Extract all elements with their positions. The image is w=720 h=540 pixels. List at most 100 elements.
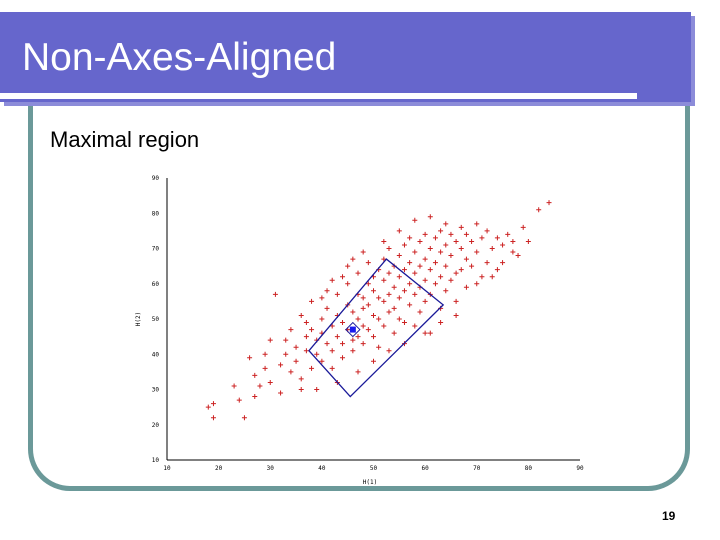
data-point bbox=[427, 330, 433, 336]
data-point bbox=[458, 267, 464, 273]
data-point bbox=[407, 260, 413, 266]
data-point bbox=[262, 351, 268, 357]
data-point bbox=[329, 365, 335, 371]
data-point bbox=[267, 379, 273, 385]
data-point bbox=[345, 281, 351, 287]
data-point bbox=[309, 365, 315, 371]
data-point bbox=[422, 231, 428, 237]
data-point bbox=[252, 372, 258, 378]
data-point bbox=[484, 228, 490, 234]
x-tick-label: 10 bbox=[163, 465, 171, 472]
maximal-region bbox=[308, 258, 445, 398]
data-point bbox=[345, 263, 351, 269]
data-point bbox=[314, 387, 320, 392]
focus-region bbox=[345, 321, 361, 338]
data-point bbox=[510, 238, 516, 244]
data-point bbox=[365, 327, 371, 333]
data-point bbox=[293, 344, 299, 350]
data-point bbox=[303, 334, 309, 340]
data-point bbox=[396, 274, 402, 280]
data-point bbox=[432, 235, 438, 241]
slide-subtitle: Maximal region bbox=[50, 127, 200, 152]
data-point bbox=[334, 291, 340, 297]
data-point bbox=[309, 298, 315, 304]
y-tick-label: 20 bbox=[152, 422, 160, 429]
data-point bbox=[360, 323, 366, 329]
data-point bbox=[386, 291, 392, 297]
data-point bbox=[340, 355, 346, 361]
data-point bbox=[391, 284, 397, 290]
data-point bbox=[350, 337, 356, 343]
data-point bbox=[396, 228, 402, 234]
data-point bbox=[360, 249, 366, 255]
y-tick-label: 40 bbox=[152, 351, 160, 358]
x-tick-label: 90 bbox=[576, 465, 584, 472]
data-point bbox=[438, 228, 444, 234]
content-frame bbox=[28, 106, 690, 491]
data-point bbox=[309, 327, 315, 333]
data-points bbox=[205, 200, 552, 421]
data-point bbox=[443, 288, 449, 294]
data-point bbox=[546, 200, 552, 206]
y-tick-label: 50 bbox=[152, 316, 160, 323]
data-point bbox=[474, 221, 480, 227]
data-point bbox=[267, 337, 273, 343]
data-point bbox=[355, 316, 361, 322]
y-tick-label: 80 bbox=[152, 210, 160, 217]
data-point bbox=[381, 298, 387, 304]
data-point bbox=[386, 246, 392, 251]
data-point bbox=[278, 362, 284, 368]
y-tick-label: 70 bbox=[152, 246, 160, 253]
data-point bbox=[278, 390, 284, 396]
data-point bbox=[401, 288, 407, 294]
data-point bbox=[283, 351, 289, 357]
y-tick-label: 90 bbox=[152, 175, 160, 182]
data-point bbox=[365, 260, 371, 266]
data-point bbox=[536, 207, 542, 213]
slide-title: Non-Axes-Aligned bbox=[22, 36, 337, 79]
data-point bbox=[319, 295, 325, 301]
data-point bbox=[412, 270, 418, 276]
data-point bbox=[365, 281, 371, 287]
data-point bbox=[252, 394, 258, 400]
data-point bbox=[458, 224, 464, 230]
data-point bbox=[417, 238, 423, 244]
x-tick-label: 60 bbox=[422, 465, 430, 472]
data-point bbox=[324, 288, 330, 294]
data-point bbox=[376, 295, 382, 301]
data-point bbox=[500, 242, 506, 248]
data-point bbox=[288, 327, 294, 333]
data-point bbox=[412, 249, 418, 255]
data-point bbox=[515, 253, 521, 259]
data-point bbox=[417, 309, 423, 315]
data-point bbox=[381, 323, 387, 329]
data-point bbox=[355, 369, 361, 375]
data-point bbox=[448, 277, 454, 283]
data-point bbox=[484, 260, 490, 266]
data-point bbox=[210, 415, 216, 421]
data-point bbox=[407, 235, 413, 241]
x-tick-label: 70 bbox=[473, 465, 481, 472]
data-point bbox=[350, 256, 356, 262]
data-point bbox=[324, 341, 330, 347]
data-point bbox=[236, 397, 242, 403]
data-point bbox=[283, 337, 289, 343]
data-point bbox=[371, 358, 376, 364]
data-point bbox=[340, 341, 346, 347]
data-point bbox=[412, 291, 418, 297]
data-point bbox=[288, 369, 294, 375]
data-point bbox=[298, 387, 304, 392]
data-point bbox=[319, 316, 325, 322]
data-point bbox=[340, 274, 346, 280]
data-point bbox=[427, 246, 433, 251]
data-point bbox=[381, 256, 387, 262]
data-point bbox=[381, 277, 387, 283]
data-point bbox=[272, 291, 278, 297]
data-point bbox=[412, 217, 418, 223]
data-point bbox=[469, 263, 475, 269]
data-point bbox=[443, 242, 449, 248]
data-point bbox=[314, 351, 320, 357]
data-point bbox=[376, 344, 382, 350]
x-tick-label: 50 bbox=[370, 465, 378, 472]
data-point bbox=[494, 267, 500, 273]
